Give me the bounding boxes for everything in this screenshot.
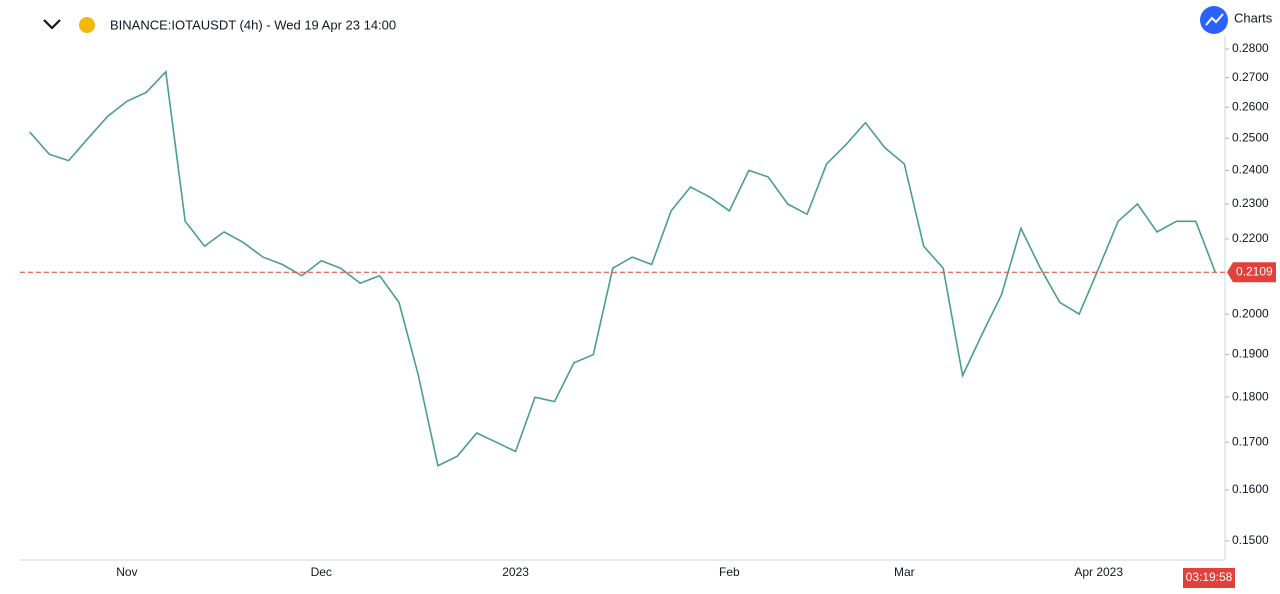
- x-tick-label: Dec: [311, 565, 332, 579]
- y-tick-label: 0.2400: [1232, 163, 1269, 177]
- y-tick-label: 0.2800: [1232, 41, 1269, 55]
- logo-glyph: [1205, 13, 1224, 26]
- y-tick-label: 0.2300: [1232, 196, 1269, 210]
- y-tick-label: 0.1700: [1232, 434, 1269, 448]
- x-tick-label: Nov: [116, 565, 137, 579]
- countdown-text: 03:19:58: [1186, 570, 1233, 584]
- y-tick-label: 0.1800: [1232, 389, 1269, 403]
- last-price-badge: [1227, 262, 1276, 283]
- y-tick-label: 0.2200: [1232, 231, 1269, 245]
- x-tick-label: Feb: [719, 565, 740, 579]
- x-tick-label: Mar: [894, 565, 915, 579]
- logo-text[interactable]: Charts: [1234, 10, 1273, 25]
- collapse-toggle[interactable]: [43, 19, 61, 30]
- y-tick-label: 0.2700: [1232, 70, 1269, 84]
- x-tick-label: 2023: [502, 565, 529, 579]
- y-tick-label: 0.1900: [1232, 347, 1269, 361]
- y-tick-label: 0.1500: [1232, 533, 1269, 547]
- price-line: [29, 70, 1217, 467]
- countdown-badge: [1183, 568, 1235, 588]
- y-tick-label: 0.1600: [1232, 482, 1269, 496]
- y-tick-label: 0.2500: [1232, 130, 1269, 144]
- last-price-label: 0.2109: [1236, 264, 1273, 278]
- y-tick-label: 0.2600: [1232, 100, 1269, 114]
- exchange-icon: [79, 17, 95, 33]
- y-tick-label: 0.2000: [1232, 306, 1269, 320]
- symbol-header: BINANCE:IOTAUSDT (4h) - Wed 19 Apr 23 14…: [110, 17, 396, 32]
- x-tick-label: Apr 2023: [1074, 565, 1123, 579]
